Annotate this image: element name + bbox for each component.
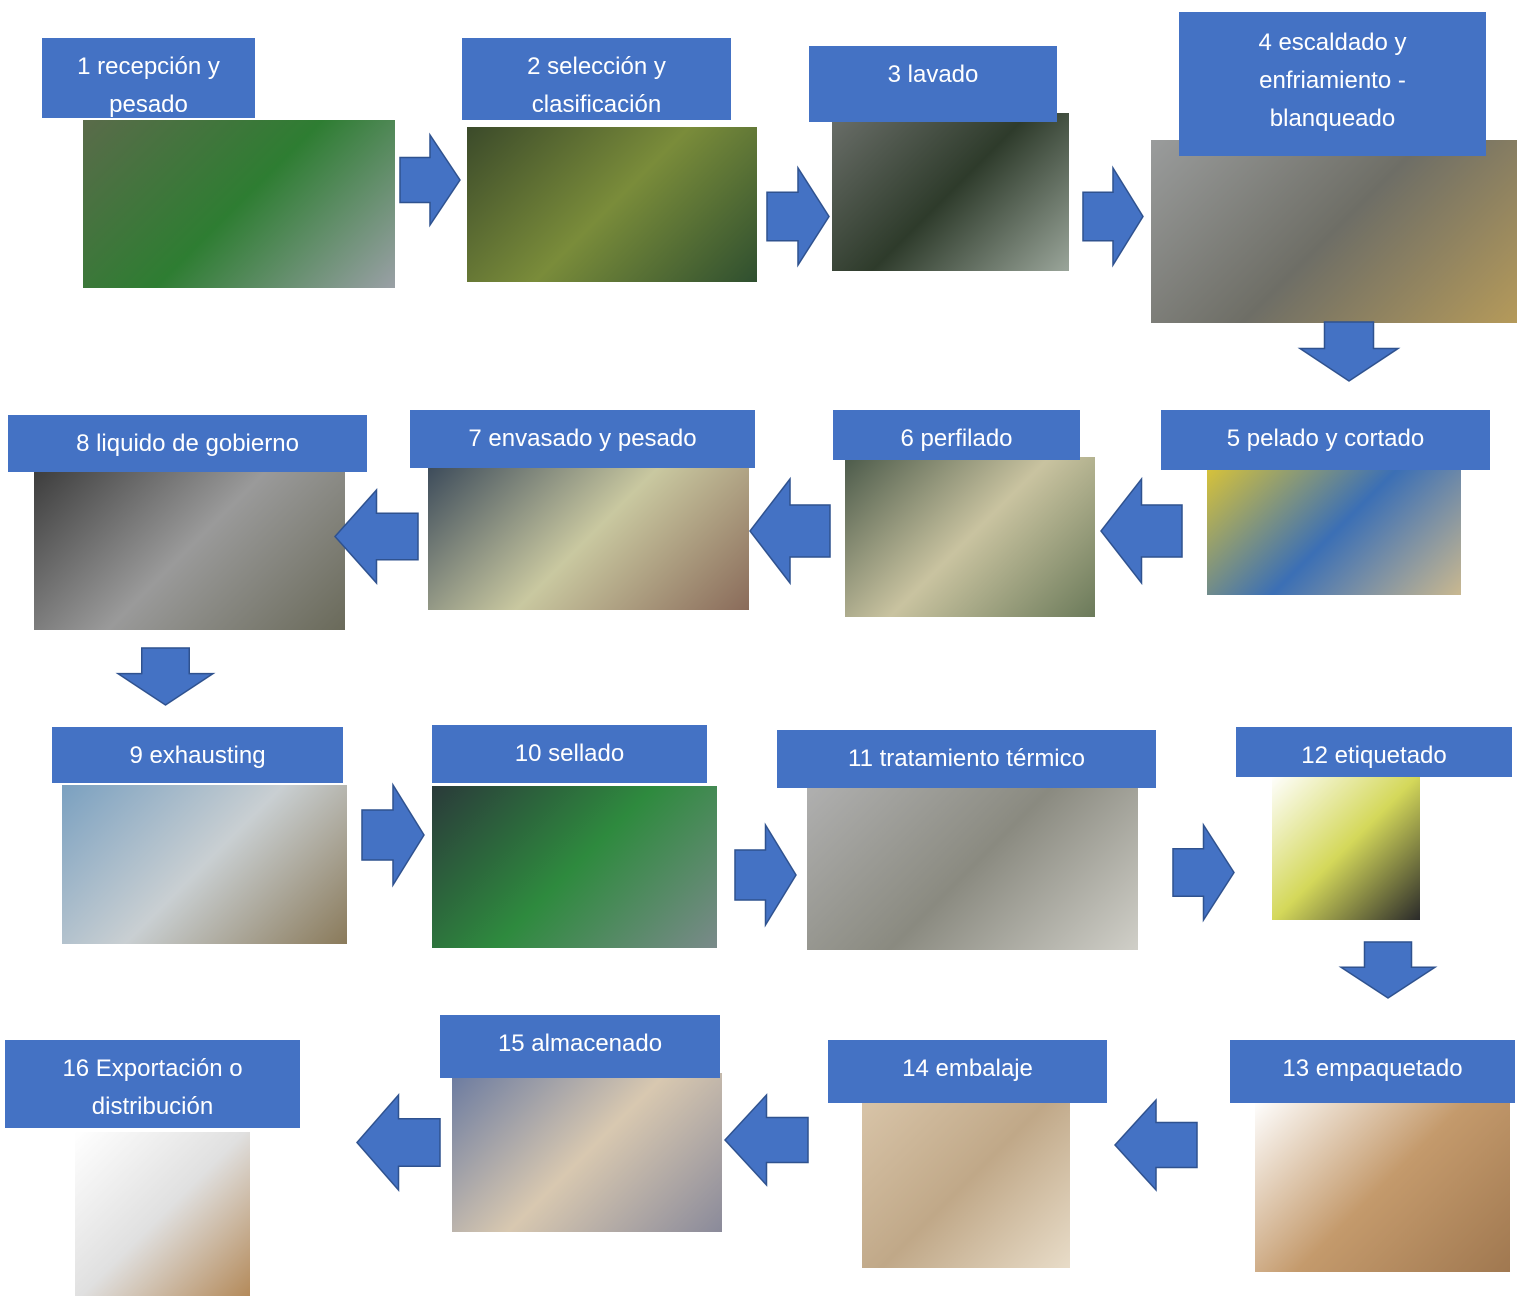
flow-arrow: [400, 135, 460, 225]
flow-arrow: [750, 479, 830, 583]
flow-arrow: [1115, 1100, 1197, 1190]
flow-arrow: [735, 825, 796, 925]
flow-arrow: [1101, 479, 1182, 583]
flow-arrow: [118, 648, 213, 705]
flow-arrow: [357, 1095, 440, 1190]
flow-arrow: [362, 785, 424, 885]
flow-arrow: [1341, 942, 1435, 998]
arrows-layer: [0, 0, 1517, 1296]
page: (() => { const data = JSON.parse(documen…: [0, 0, 1517, 1296]
flow-arrow: [725, 1095, 808, 1185]
flow-arrow: [1173, 825, 1234, 920]
flow-arrow: [1083, 168, 1143, 265]
flow-arrow: [1300, 322, 1398, 381]
flow-arrow: [767, 168, 829, 265]
flow-arrow: [335, 490, 418, 583]
